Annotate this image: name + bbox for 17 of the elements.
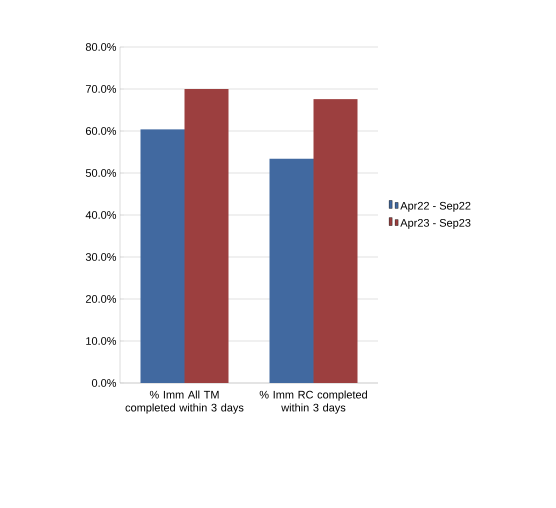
y-tick-label: 70.0% (86, 85, 116, 93)
y-tick-label: 10.0% (86, 337, 116, 345)
x-tick-label: % Imm All TM completed within 3 days (126, 390, 244, 414)
y-tick-label: 80.0% (86, 43, 116, 51)
legend-label: Apr23 - Sep23 (400, 218, 470, 229)
bar (314, 99, 358, 383)
x-tick-label: % Imm RC completed within 3 days (260, 390, 367, 414)
y-tick-label: 60.0% (86, 127, 116, 135)
bar (140, 129, 184, 383)
y-tick-label: 0.0% (92, 379, 116, 387)
bar (184, 89, 229, 383)
y-tick-label: 30.0% (86, 253, 116, 261)
y-tick-label: 40.0% (86, 211, 116, 219)
legend-label: Apr22 - Sep22 (400, 202, 470, 212)
y-tick-label: 20.0% (86, 295, 116, 303)
bar (270, 158, 314, 383)
y-tick-label: 50.0% (86, 169, 116, 177)
